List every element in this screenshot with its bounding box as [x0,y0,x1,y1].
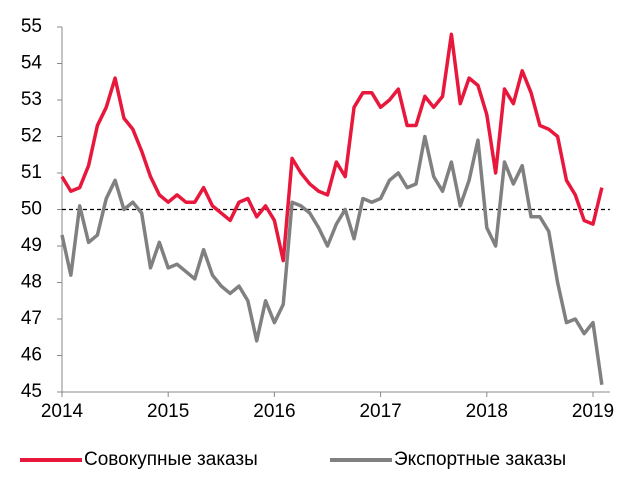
y-tick-label: 45 [21,381,42,402]
x-tick-label: 2016 [253,401,295,422]
y-tick-label: 50 [21,199,42,220]
y-tick-label: 48 [21,272,42,293]
x-tick-label: 2014 [41,401,84,422]
y-tick-label: 49 [21,235,42,256]
x-tick-label: 2015 [147,401,189,422]
x-tick-label: 2018 [466,401,508,422]
legend-label: Экспортные заказы [394,449,566,470]
y-tick-label: 47 [21,308,42,329]
y-tick-label: 46 [21,345,42,366]
x-tick-label: 2017 [359,401,401,422]
y-tick-label: 54 [21,53,43,74]
legend-label: Совокупные заказы [84,449,258,470]
y-tick-label: 53 [21,89,42,110]
series-line [60,32,604,263]
y-tick-label: 51 [21,162,42,183]
y-tick-label: 52 [21,126,42,147]
x-tick-label: 2019 [572,401,614,422]
y-tick-label: 55 [21,16,42,37]
series-line [60,134,604,385]
